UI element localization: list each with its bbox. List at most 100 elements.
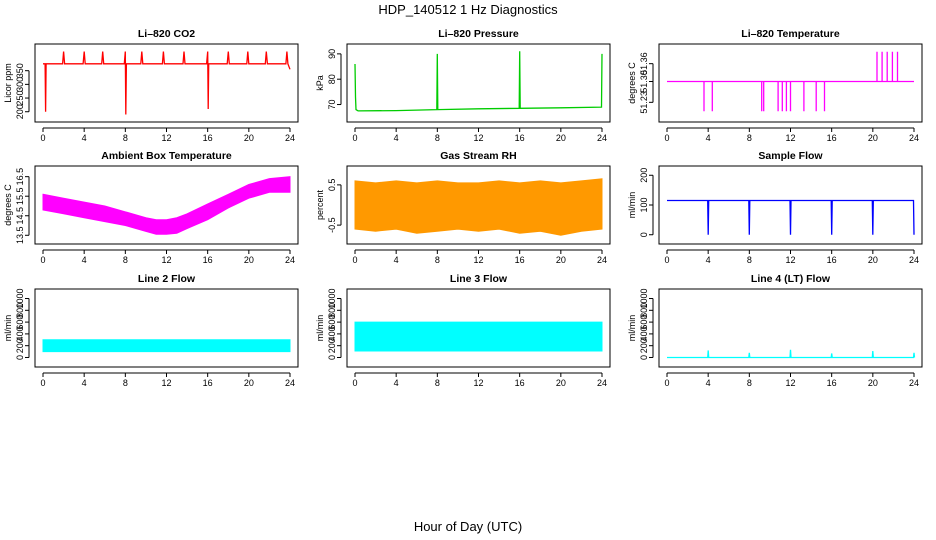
pressure-x-tick-label: 4 [394, 133, 399, 143]
line2-title: Line 2 Flow [138, 273, 196, 285]
co2-title: Li–820 CO2 [138, 28, 195, 40]
ambient-x-tick-label: 0 [40, 255, 45, 265]
rh-x-tick-label: 16 [515, 255, 525, 265]
line3-plot-frame [346, 288, 611, 368]
co2-x-tick-label: 20 [244, 133, 254, 143]
ambient-plot-frame [34, 165, 299, 245]
line4-y-tick-label: 400 [639, 326, 649, 341]
co2-x-tick-label: 24 [285, 133, 295, 143]
pressure-ylabel: kPa [315, 75, 325, 91]
co2-plot-frame [34, 43, 299, 123]
rh-plot-frame [346, 165, 611, 245]
co2-x-tick-label: 4 [82, 133, 87, 143]
line3-y-tick-label: 600 [327, 315, 337, 330]
ambient-y-tick-label: 15.5 [15, 187, 25, 205]
line3-x-tick-label: 24 [597, 378, 607, 388]
pressure-x-tick-label: 24 [597, 133, 607, 143]
pressure-title: Li–820 Pressure [438, 28, 519, 40]
sample-y-tick-label: 200 [639, 168, 649, 183]
line3-y-tick-label: 400 [327, 326, 337, 341]
line3-series-band-0 [354, 321, 603, 352]
line3-x-tick-label: 0 [352, 378, 357, 388]
pressure-x-tick-label: 8 [435, 133, 440, 143]
pressure-series-line-0 [354, 51, 603, 112]
line2-y-tick-label: 1000 [15, 289, 25, 309]
line3-y-tick-label: 800 [327, 303, 337, 318]
ambient-series-band-0 [42, 176, 291, 235]
line2-x-tick-label: 4 [82, 378, 87, 388]
line4-y-tick-label: 800 [639, 303, 649, 318]
co2-x-tick-label: 8 [123, 133, 128, 143]
figure-xlabel: Hour of Day (UTC) [414, 519, 522, 534]
temperature-x-tick-label: 12 [785, 133, 795, 143]
sample-x-tick-label: 20 [868, 255, 878, 265]
line3-x-tick-label: 12 [473, 378, 483, 388]
sample-y-tick-label: 0 [639, 232, 649, 237]
line4-y-tick-label: 600 [639, 315, 649, 330]
line2-y-tick-label: 200 [15, 338, 25, 353]
rh-x-tick-label: 20 [556, 255, 566, 265]
line2-y-tick-label: 600 [15, 315, 25, 330]
sample-x-tick-label: 8 [747, 255, 752, 265]
rh-ylabel: percent [315, 189, 325, 220]
line3-x-tick-label: 8 [435, 378, 440, 388]
line2-x-tick-label: 12 [161, 378, 171, 388]
line2-x-tick-label: 8 [123, 378, 128, 388]
line2-x-tick-label: 20 [244, 378, 254, 388]
pressure-y-tick-label: 70 [327, 100, 337, 110]
pressure-x-tick-label: 16 [515, 133, 525, 143]
co2-y-tick-label: 350 [15, 63, 25, 78]
co2-x-tick-label: 0 [40, 133, 45, 143]
line4-y-tick-label: 1000 [639, 289, 649, 309]
pressure-plot-frame [346, 43, 611, 123]
line2-y-tick-label: 400 [15, 326, 25, 341]
line3-ylabel: ml/min [315, 315, 325, 342]
ambient-y-tick-label: 14.5 [15, 207, 25, 225]
line2-series-band-0 [42, 339, 291, 353]
temperature-plot-frame [658, 43, 923, 123]
rh-x-tick-label: 8 [435, 255, 440, 265]
rh-x-tick-label: 12 [473, 255, 483, 265]
line4-x-tick-label: 0 [664, 378, 669, 388]
sample-x-tick-label: 0 [664, 255, 669, 265]
line3-x-tick-label: 20 [556, 378, 566, 388]
line4-x-tick-label: 12 [785, 378, 795, 388]
temperature-y-tick-label: 51.23 [639, 91, 649, 114]
temperature-y-tick-label: 51.30 [639, 70, 649, 93]
temperature-series-line-0 [667, 51, 914, 112]
sample-plot-frame [658, 165, 923, 245]
sample-title: Sample Flow [758, 150, 823, 162]
ambient-y-tick-label: 13.5 [15, 227, 25, 245]
co2-series-line-0 [43, 51, 291, 115]
sample-x-tick-label: 4 [706, 255, 711, 265]
line2-x-tick-label: 0 [40, 378, 45, 388]
ambient-x-tick-label: 8 [123, 255, 128, 265]
line4-y-tick-label: 200 [639, 338, 649, 353]
pressure-y-tick-label: 90 [327, 49, 337, 59]
sample-y-tick-label: 100 [639, 197, 649, 212]
line4-ylabel: ml/min [627, 315, 637, 342]
rh-y-tick-label: 0.5 [327, 179, 337, 192]
line2-y-tick-label: 0 [15, 355, 25, 360]
pressure-x-tick-label: 20 [556, 133, 566, 143]
temperature-x-tick-label: 20 [868, 133, 878, 143]
rh-y-tick-label: -0.5 [327, 217, 337, 233]
line2-x-tick-label: 24 [285, 378, 295, 388]
pressure-x-tick-label: 0 [352, 133, 357, 143]
line2-x-tick-label: 16 [203, 378, 213, 388]
ambient-x-tick-label: 16 [203, 255, 213, 265]
rh-title: Gas Stream RH [440, 150, 516, 162]
panel-pressure: Li–820 Pressure 0 4 8 12 16 20 24 70 80 90 kPa [315, 28, 611, 143]
temperature-ylabel: degrees C [627, 62, 637, 104]
ambient-x-tick-label: 12 [161, 255, 171, 265]
ambient-title: Ambient Box Temperature [101, 150, 232, 162]
ambient-x-tick-label: 20 [244, 255, 254, 265]
temperature-title: Li–820 Temperature [741, 28, 840, 40]
panel-temperature: Li–820 Temperature 0 4 8 12 16 20 24 51.2351.305… [627, 28, 923, 143]
line4-title: Line 4 (LT) Flow [751, 273, 831, 285]
panel-ambient: Ambient Box Temperature 0 4 8 12 16 20 24 13.5 14… [3, 150, 299, 265]
